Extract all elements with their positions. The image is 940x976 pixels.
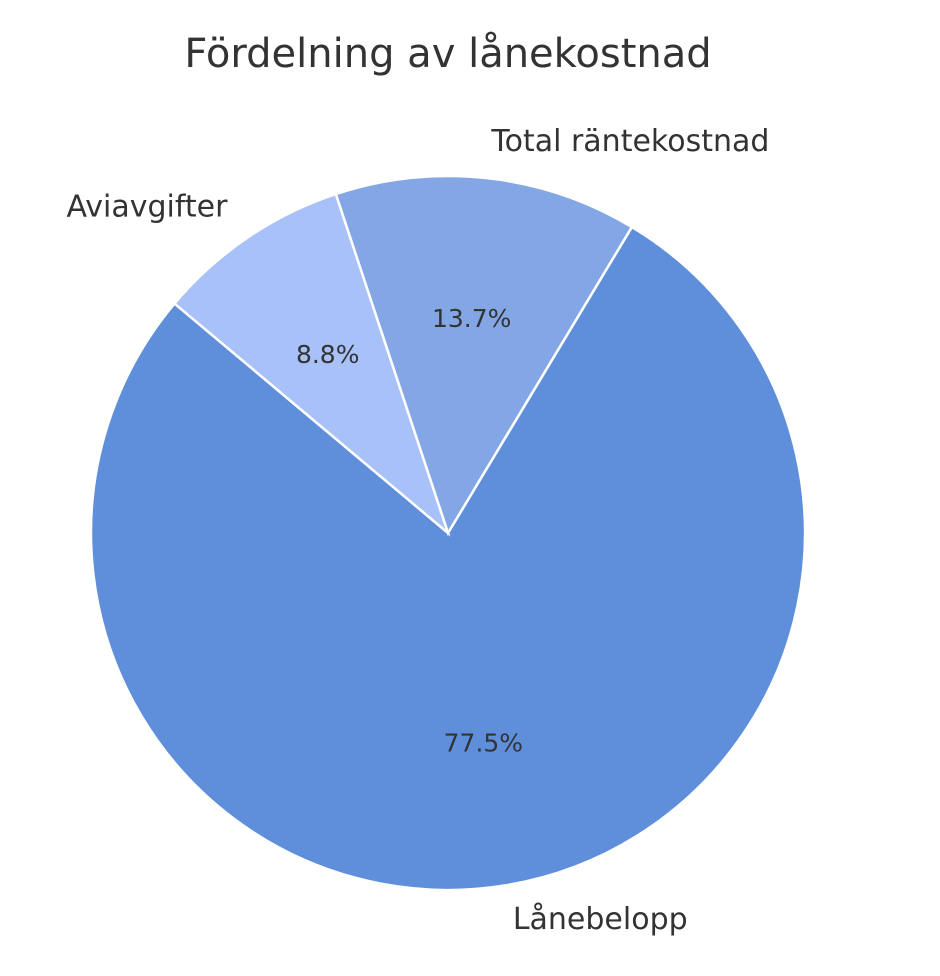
slice-label: Aviavgifter [67,190,229,225]
value-label: 8.8% [296,340,360,369]
value-label: 77.5% [444,728,523,757]
pie-slice [172,192,451,537]
pie-slice [89,225,807,892]
value-label: 13.7% [432,304,511,333]
slice-label: Total räntekostnad [490,124,769,159]
pie-slice [334,174,634,536]
chart-title: Fördelning av lånekostnad [184,31,711,77]
slice-label: Lånebelopp [513,902,688,937]
